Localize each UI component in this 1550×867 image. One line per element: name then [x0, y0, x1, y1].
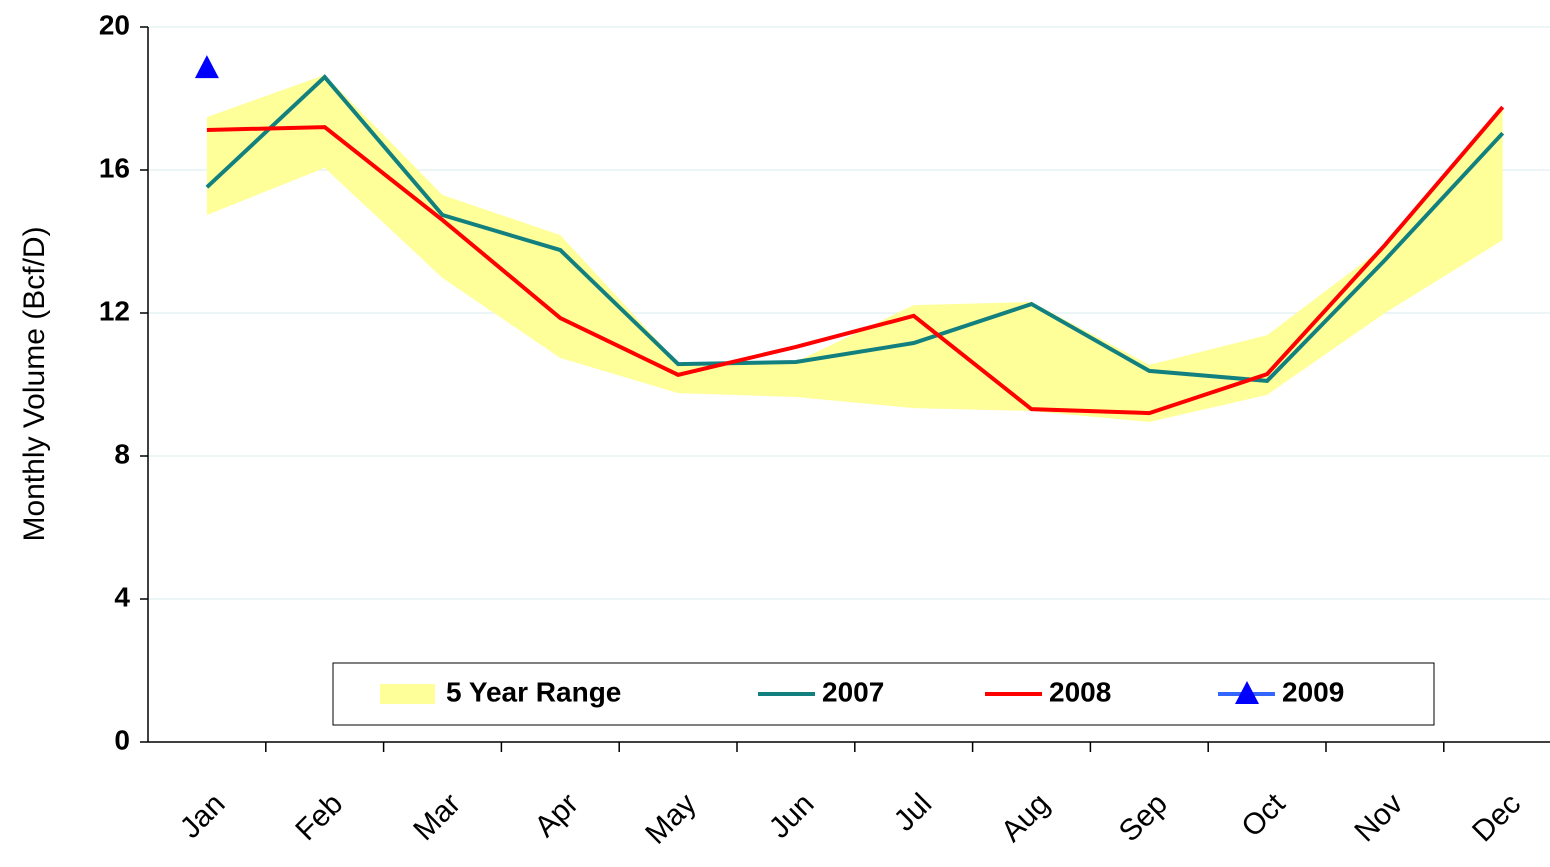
legend: 5 Year Range 2007 2008 2009: [332, 662, 1435, 726]
x-tick-label: Sep: [1113, 787, 1174, 848]
series-line: [205, 74, 1505, 383]
x-tick-label: Mar: [407, 787, 467, 847]
legend-label: 2008: [1049, 676, 1111, 707]
legend-swatch: [380, 684, 435, 704]
x-tick-label: Dec: [1466, 787, 1527, 848]
y-tick-label: 0: [114, 724, 130, 755]
x-tick-label: Aug: [995, 787, 1056, 848]
series-line: [206, 105, 1505, 416]
x-tick-label: Jan: [174, 787, 232, 845]
x-tick-label: Oct: [1235, 787, 1292, 844]
y-tick-label: 20: [99, 9, 130, 40]
x-tick-label: Apr: [529, 787, 585, 843]
y-tick-label: 16: [99, 152, 130, 183]
y-axis-label: Monthly Volume (Bcf/D): [18, 226, 51, 541]
y-tick-label: 12: [99, 295, 130, 326]
x-tick-label: Feb: [289, 787, 349, 847]
legend-label: 5 Year Range: [446, 676, 621, 707]
y-tick-label: 8: [114, 438, 130, 469]
x-tick-label: Jul: [888, 787, 938, 837]
x-tick-label: Jun: [763, 787, 821, 845]
legend-label: 2009: [1282, 676, 1344, 707]
marker: [194, 55, 219, 79]
x-tick-label: May: [639, 787, 702, 850]
x-tick-label: Nov: [1348, 787, 1409, 848]
y-tick-label: 4: [114, 581, 130, 612]
range-area: [206, 74, 1503, 423]
legend-marker: [1235, 681, 1259, 704]
legend-label: 2007: [822, 676, 884, 707]
